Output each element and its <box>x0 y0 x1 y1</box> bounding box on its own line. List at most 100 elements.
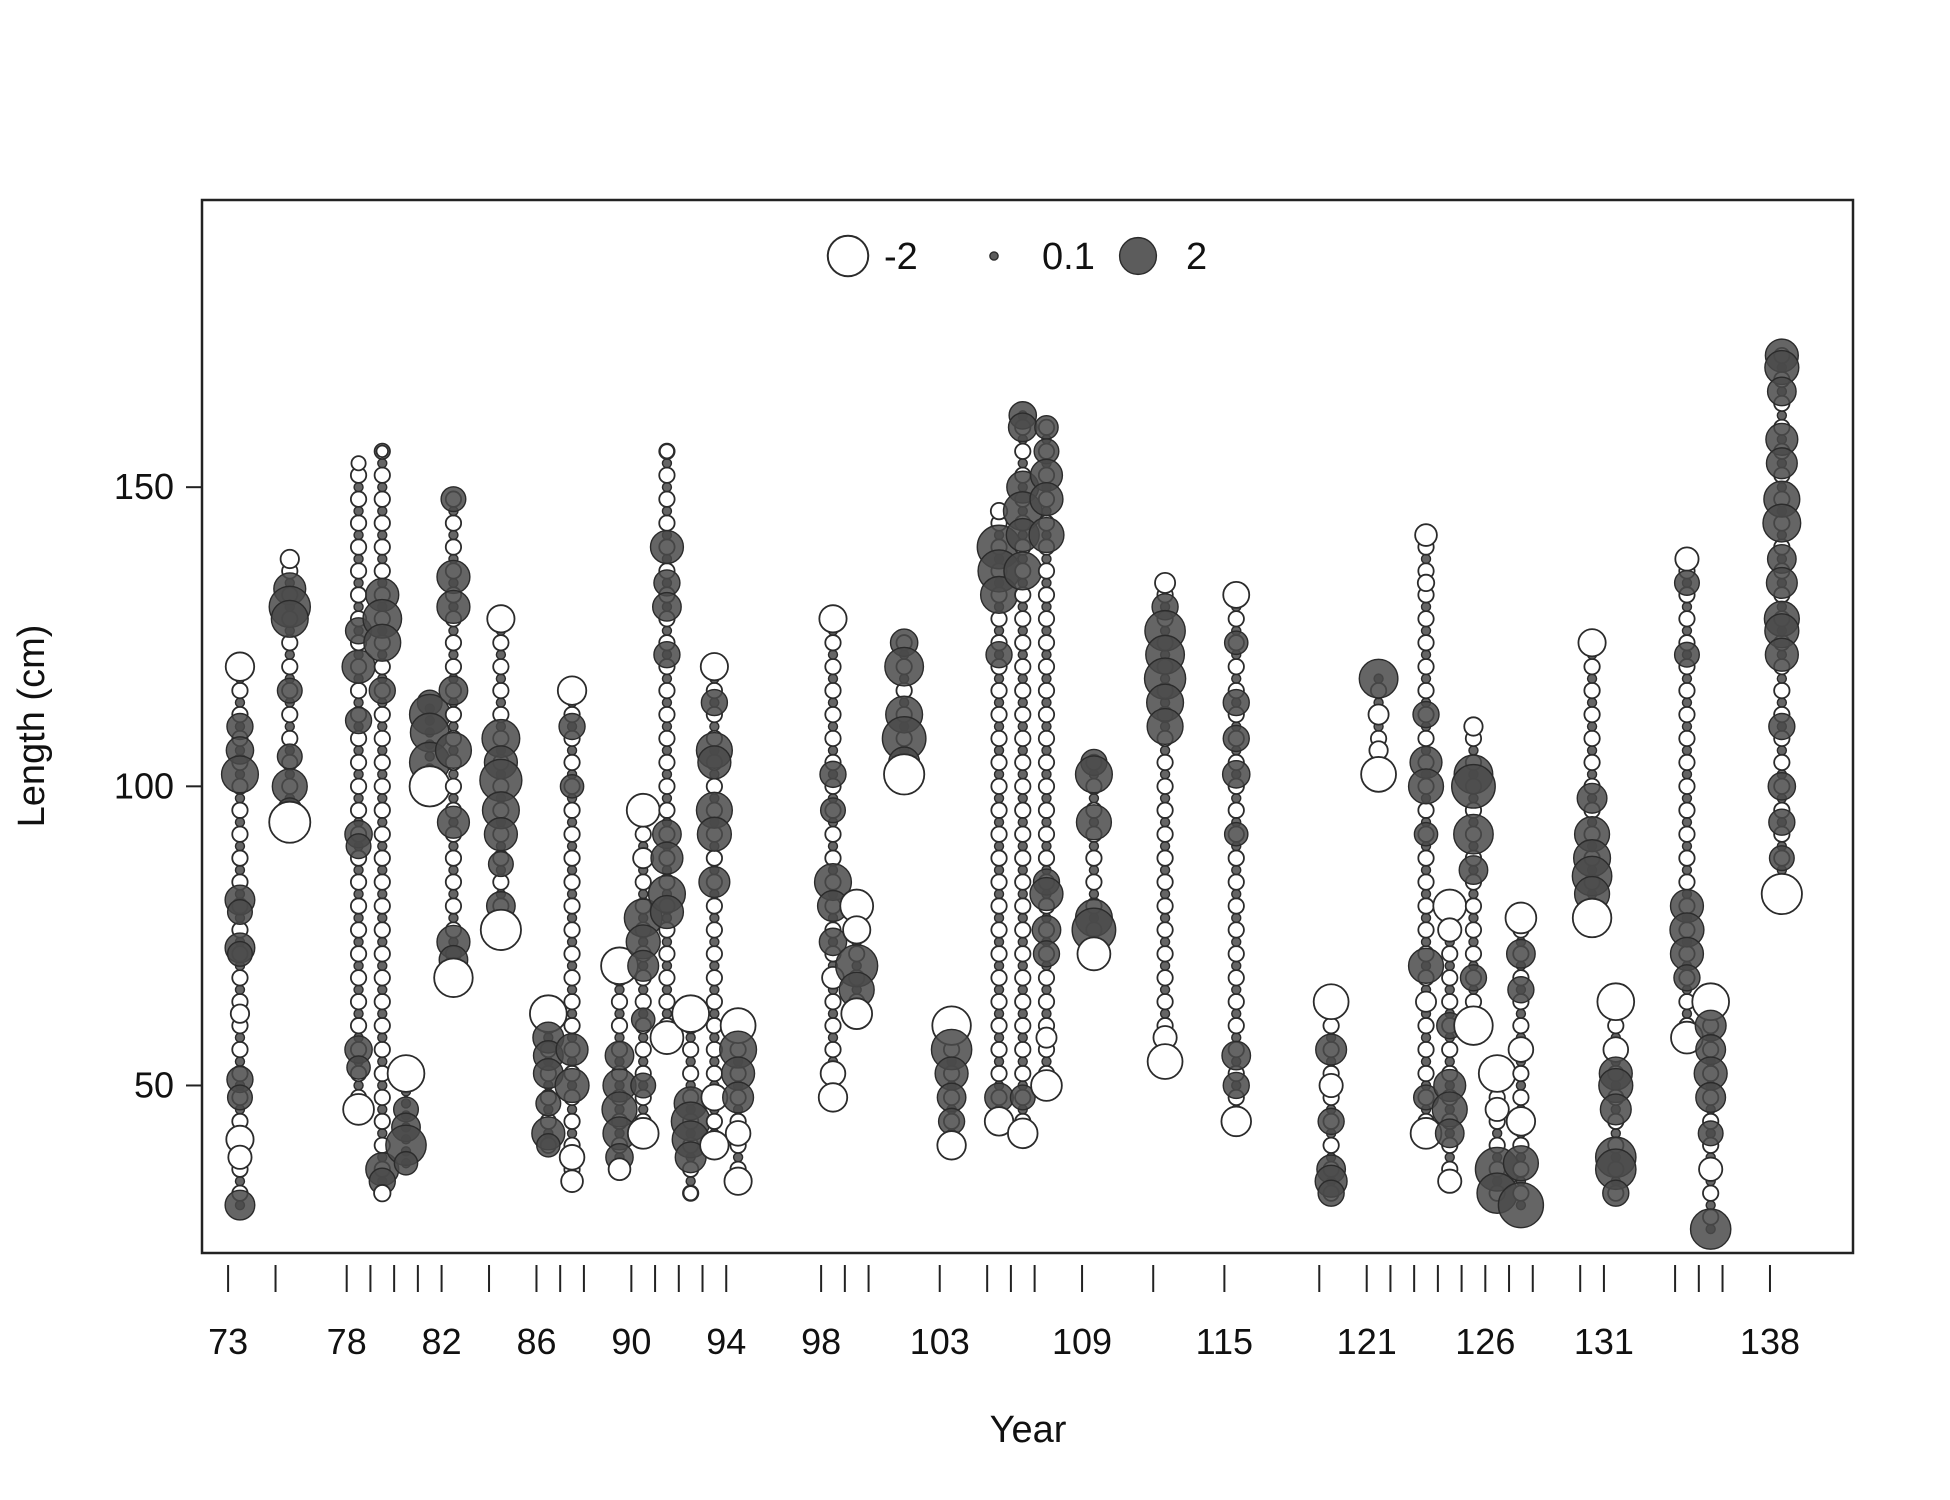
residual-point <box>227 1144 253 1170</box>
residual-point-small <box>1441 969 1459 987</box>
residual-point-small <box>990 825 1008 843</box>
residual-point-small <box>1681 601 1693 613</box>
residual-point-small <box>993 721 1005 732</box>
residual-point-small <box>1586 745 1598 756</box>
residual-point-small <box>1417 682 1435 700</box>
residual-point-small <box>377 529 388 541</box>
residual-point-small <box>373 849 391 867</box>
residual-point-small <box>1088 793 1100 804</box>
residual-point-small <box>990 729 1008 748</box>
residual-point-small <box>1586 697 1598 708</box>
residual-point-small <box>1159 745 1171 756</box>
residual-point-small <box>1444 984 1455 995</box>
residual-point-small <box>1227 921 1245 939</box>
residual-point-small <box>448 840 459 852</box>
residual-point-small <box>377 984 388 995</box>
residual-point-small <box>563 993 581 1011</box>
residual-point-small <box>1014 1040 1032 1059</box>
residual-point-small <box>1417 658 1435 676</box>
residual-point <box>1075 804 1113 841</box>
residual-column <box>695 652 733 1161</box>
x-tick-label: 103 <box>910 1321 970 1362</box>
residual-point <box>1146 707 1184 746</box>
x-tick-label: 90 <box>611 1321 651 1362</box>
residual-point <box>1035 1026 1058 1049</box>
residual-point-small <box>824 705 842 724</box>
residual-point <box>1767 771 1797 801</box>
residual-point <box>1576 782 1608 814</box>
residual-point-small <box>1231 912 1242 924</box>
residual-column <box>1143 571 1187 1080</box>
residual-column <box>1407 523 1445 1150</box>
residual-point <box>1502 1145 1540 1182</box>
residual-point-small <box>993 673 1005 684</box>
residual-point <box>1596 982 1636 1022</box>
x-tick-label: 98 <box>801 1321 841 1362</box>
residual-point-small <box>1417 1064 1435 1083</box>
residual-point-small <box>566 1128 578 1139</box>
residual-point-small <box>448 625 459 636</box>
residual-point-small <box>448 864 459 876</box>
residual-point-small <box>349 801 368 819</box>
residual-point-small <box>1037 682 1056 700</box>
residual-point-small <box>1041 601 1052 613</box>
residual-point <box>1507 1036 1535 1063</box>
residual-point-small <box>1678 682 1696 700</box>
residual-point <box>1318 1072 1344 1099</box>
residual-point-small <box>709 721 720 732</box>
residual-point-small <box>1681 625 1693 636</box>
residual-point <box>558 712 586 741</box>
residual-point-small <box>563 849 581 867</box>
residual-point-small <box>824 658 842 676</box>
residual-point-small <box>1017 697 1028 708</box>
residual-point <box>363 623 402 662</box>
residual-point <box>1484 1096 1510 1122</box>
residual-point-small <box>1017 793 1028 804</box>
residual-point-small <box>661 984 673 995</box>
residual-point-small <box>638 888 649 900</box>
residual-point-small <box>1773 753 1791 771</box>
residual-column <box>479 604 523 951</box>
residual-point <box>1414 523 1438 547</box>
residual-point <box>1223 630 1249 656</box>
residual-point-small <box>231 801 249 819</box>
residual-point-small <box>444 897 463 915</box>
residual-point-small <box>993 1008 1005 1019</box>
residual-point-small <box>1159 888 1171 900</box>
residual-point-small <box>1014 682 1032 700</box>
residual-point-small <box>1776 697 1788 708</box>
residual-point <box>226 1084 253 1111</box>
residual-point-small <box>634 825 652 843</box>
residual-point-small <box>377 793 388 804</box>
residual-point <box>1415 990 1437 1013</box>
residual-point-small <box>349 873 368 891</box>
residual-point <box>1223 821 1249 847</box>
residual-point <box>1315 1033 1348 1066</box>
residual-point-small <box>563 801 581 819</box>
residual-point-small <box>1231 864 1242 876</box>
residual-point-small <box>827 697 839 708</box>
residual-point <box>723 1166 753 1196</box>
residual-point <box>632 847 655 870</box>
residual-point <box>487 851 514 878</box>
residual-point-small <box>377 1104 388 1115</box>
residual-point-small <box>990 873 1008 891</box>
residual-point <box>1360 756 1397 793</box>
residual-point-small <box>373 921 391 939</box>
residual-point <box>1076 936 1112 972</box>
residual-point-small <box>349 993 368 1011</box>
residual-point-small <box>990 945 1008 963</box>
residual-point-small <box>661 769 673 780</box>
residual-point-small <box>709 1056 720 1067</box>
residual-point <box>700 688 729 717</box>
residual-point <box>1451 763 1496 809</box>
residual-point <box>1673 964 1701 992</box>
residual-point-small <box>353 577 364 589</box>
residual-point <box>1760 872 1803 916</box>
residual-point-small <box>1014 825 1032 843</box>
residual-point <box>1003 551 1043 591</box>
residual-point-small <box>1017 912 1028 924</box>
residual-point-small <box>563 825 581 843</box>
residual-point <box>630 1072 657 1099</box>
residual-point <box>276 677 303 704</box>
